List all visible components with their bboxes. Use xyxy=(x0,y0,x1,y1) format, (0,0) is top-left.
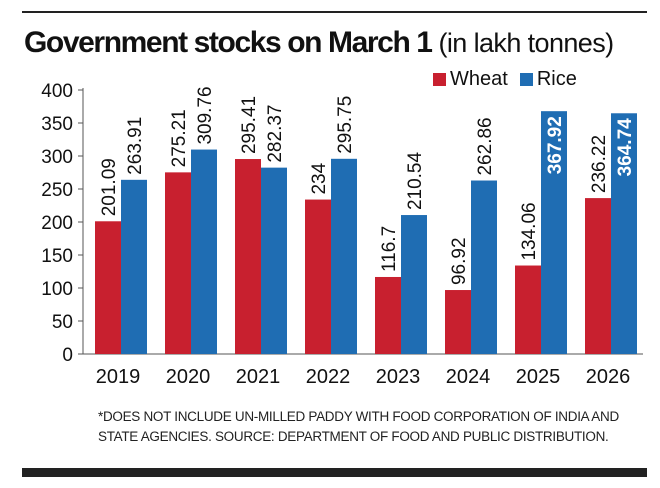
bar-wheat-2023 xyxy=(375,276,401,354)
data-label-wheat: 96.92 xyxy=(449,237,470,285)
top-rule xyxy=(22,11,647,13)
title-unit: (in lakh tonnes) xyxy=(431,28,614,58)
bar-rice-2023 xyxy=(401,215,427,354)
data-label-rice: 295.75 xyxy=(335,96,356,154)
legend-label-rice: Rice xyxy=(536,68,577,90)
bar-wheat-2024 xyxy=(445,290,471,354)
y-tick-label: 50 xyxy=(52,312,73,333)
bar-rice-2022 xyxy=(331,158,357,354)
bar-rice-2025 xyxy=(541,111,567,355)
x-tick-label: 2020 xyxy=(166,366,211,388)
legend-item-rice: Rice xyxy=(519,68,577,91)
legend-item-wheat: Wheat xyxy=(433,68,508,91)
y-tick-label: 200 xyxy=(41,213,73,234)
x-tick-label: 2019 xyxy=(96,366,141,388)
title-main: Government stocks on March 1 xyxy=(24,26,433,59)
x-tick-label: 2023 xyxy=(376,366,421,388)
y-tick-label: 300 xyxy=(41,147,73,168)
x-tick-label: 2024 xyxy=(446,366,491,388)
legend-label-wheat: Wheat xyxy=(450,68,508,90)
bar-rice-2021 xyxy=(261,167,287,354)
bar-wheat-2026 xyxy=(585,198,611,354)
bar-wheat-2021 xyxy=(235,159,261,354)
x-tick-label: 2022 xyxy=(306,366,351,388)
legend: Wheat Rice xyxy=(433,68,589,91)
y-tick-label: 0 xyxy=(62,345,73,366)
y-tick-label: 400 xyxy=(41,81,73,102)
data-label-wheat: 201.09 xyxy=(99,158,120,216)
bar-rice-2026 xyxy=(611,113,637,354)
bar-rice-2020 xyxy=(191,149,217,354)
data-label-rice: 309.76 xyxy=(195,86,216,144)
bar-wheat-2022 xyxy=(305,199,331,354)
x-tick-label: 2025 xyxy=(516,366,561,388)
data-label-rice: 263.91 xyxy=(125,117,146,175)
footnote: *DOES NOT INCLUDE UN-MILLED PADDY WITH F… xyxy=(98,409,619,444)
data-label-rice: 210.54 xyxy=(405,151,426,210)
y-tick-label: 250 xyxy=(41,180,73,201)
data-label-wheat: 134.06 xyxy=(519,202,540,260)
legend-swatch-wheat xyxy=(433,73,446,86)
data-label-rice: 262.86 xyxy=(475,117,496,175)
data-label-wheat: 234 xyxy=(309,162,330,194)
bottom-rule xyxy=(22,468,647,477)
legend-swatch-rice xyxy=(519,73,533,86)
data-label-wheat: 275.21 xyxy=(169,109,190,167)
y-tick-label: 100 xyxy=(41,279,73,300)
data-label-rice: 282.37 xyxy=(265,105,286,163)
data-label-wheat: 295.41 xyxy=(239,96,260,154)
x-tick-label: 2021 xyxy=(236,366,281,388)
bar-rice-2024 xyxy=(471,180,497,354)
bar-wheat-2019 xyxy=(95,221,121,354)
bar-wheat-2025 xyxy=(515,265,541,354)
x-tick-label: 2026 xyxy=(586,366,631,388)
data-label-rice: 367.92 xyxy=(545,116,566,174)
bar-rice-2019 xyxy=(121,179,147,354)
y-tick-label: 350 xyxy=(41,114,73,135)
data-label-rice: 364.74 xyxy=(615,118,636,177)
chart-title: Government stocks on March 1 (in lakh to… xyxy=(24,28,614,58)
y-tick-label: 150 xyxy=(41,246,73,267)
bar-wheat-2020 xyxy=(165,172,191,354)
data-label-wheat: 236.22 xyxy=(589,135,610,193)
data-label-wheat: 116.7 xyxy=(379,226,400,272)
